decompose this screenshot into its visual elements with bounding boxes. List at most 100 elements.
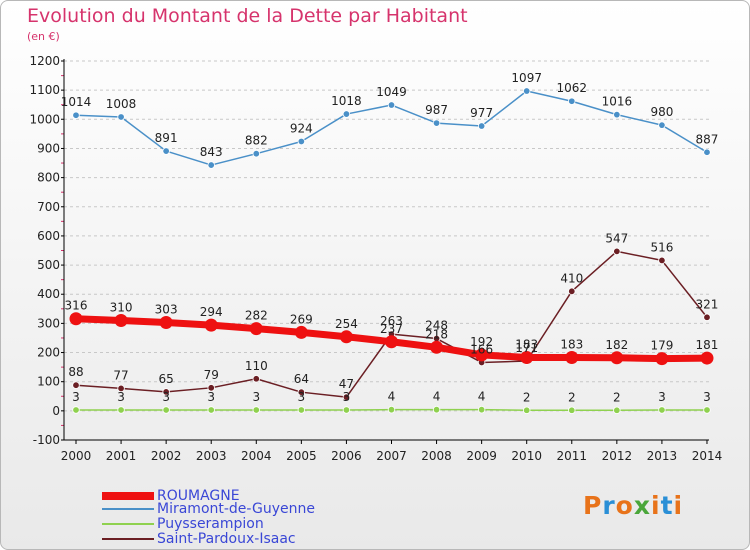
x-tick-label: 2009 (466, 449, 497, 463)
data-point (568, 406, 576, 414)
data-point (207, 384, 215, 392)
data-label: 1097 (511, 71, 542, 85)
data-label: 183 (515, 337, 538, 351)
data-label: 263 (380, 314, 403, 328)
chart-unit: (en €) (27, 30, 60, 43)
x-tick-label: 2010 (511, 449, 542, 463)
data-label: 237 (380, 322, 403, 336)
data-point (117, 384, 125, 393)
data-point (387, 405, 396, 414)
x-tick-label: 2007 (376, 449, 407, 463)
logo-letter: t (660, 491, 674, 520)
data-label: 516 (650, 240, 673, 254)
data-label: 3 (298, 390, 306, 404)
data-point (432, 119, 441, 127)
data-label: 110 (245, 359, 268, 373)
x-tick-label: 2011 (556, 449, 587, 463)
data-point (658, 406, 666, 414)
data-point (703, 313, 711, 321)
y-tick-label: 0 (52, 404, 60, 418)
data-point (162, 388, 170, 396)
legend-item-roumagne: ROUMAGNE (102, 487, 240, 504)
data-label: 192 (470, 335, 493, 349)
data-label: 248 (425, 319, 448, 333)
data-label: 294 (200, 305, 223, 319)
y-tick-label: -100 (33, 433, 60, 447)
data-label: 3 (207, 390, 215, 404)
data-point (207, 406, 215, 414)
data-label: 3 (72, 390, 80, 404)
x-tick-label: 2004 (241, 449, 272, 463)
data-label: 2 (523, 390, 531, 404)
data-label: 843 (200, 145, 223, 159)
data-label: 303 (155, 303, 178, 317)
data-label: 882 (245, 134, 268, 148)
data-point (384, 335, 398, 349)
legend-item-saint-pardoux: Saint-Pardoux-Isaac (102, 531, 296, 547)
y-tick-label: 900 (37, 141, 60, 155)
data-point (477, 122, 486, 130)
data-label: 88 (68, 365, 83, 379)
data-label: 2 (613, 390, 621, 404)
data-point (475, 348, 489, 362)
data-point (613, 110, 621, 119)
data-point (520, 350, 534, 364)
data-label: 547 (605, 231, 628, 245)
y-tick-label: 500 (37, 258, 60, 272)
data-label: 977 (470, 106, 493, 120)
data-label: 4 (478, 390, 486, 404)
data-label: 64 (294, 372, 309, 386)
data-label: 3 (703, 390, 711, 404)
logo-letter: r (602, 491, 616, 520)
chart-title: Evolution du Montant de la Dette par Hab… (27, 5, 468, 27)
line-chart: -100 0 100 200 300 400 500 600 700 800 900 1000 1100… (29, 54, 723, 463)
data-label: 282 (245, 309, 268, 323)
data-label: 218 (425, 327, 448, 341)
x-tick-label: 2002 (151, 449, 182, 463)
data-point (297, 137, 306, 146)
data-label: 3 (117, 390, 125, 404)
data-label: 1014 (61, 95, 92, 109)
y-tick-label: 700 (37, 200, 60, 214)
data-point (252, 150, 260, 158)
data-point (655, 352, 669, 366)
data-label: 1049 (376, 85, 407, 99)
y-tick-label: 400 (37, 287, 60, 301)
data-point (207, 161, 215, 169)
y-tick-label: 1000 (29, 112, 60, 126)
x-tick-label: 2000 (61, 449, 92, 463)
legend-label: Puysserampion (157, 515, 264, 532)
data-point (432, 405, 441, 414)
data-point (72, 381, 80, 389)
data-label: 891 (155, 131, 178, 145)
data-point (342, 406, 351, 414)
y-tick-label: 300 (37, 316, 60, 330)
data-point (387, 101, 396, 109)
data-point (523, 406, 531, 414)
data-label: 4 (433, 390, 441, 404)
data-point (159, 316, 173, 330)
legend-item-puysserampion: Puysserampion (102, 515, 264, 532)
data-label: 310 (110, 300, 133, 314)
data-label: 1018 (331, 94, 362, 108)
data-label: 316 (65, 299, 88, 313)
data-point (658, 256, 666, 265)
data-point (162, 147, 170, 155)
y-tick-label: 800 (37, 171, 60, 185)
data-label: 987 (425, 103, 448, 117)
x-tick-label: 2014 (692, 449, 723, 463)
data-point (703, 406, 711, 414)
data-label: 1062 (556, 81, 587, 95)
y-tick-label: 1100 (29, 83, 60, 97)
data-point (72, 406, 80, 414)
data-point (249, 322, 263, 336)
legend-swatch (102, 507, 154, 510)
data-label: 182 (605, 338, 628, 352)
legend-label: ROUMAGNE (157, 487, 240, 504)
data-point (342, 393, 351, 401)
data-point (523, 87, 531, 95)
data-point (700, 351, 714, 365)
legend-swatch (102, 522, 154, 525)
legend-item-miramont: Miramont-de-Guyenne (102, 501, 315, 517)
data-label: 3 (343, 390, 351, 404)
